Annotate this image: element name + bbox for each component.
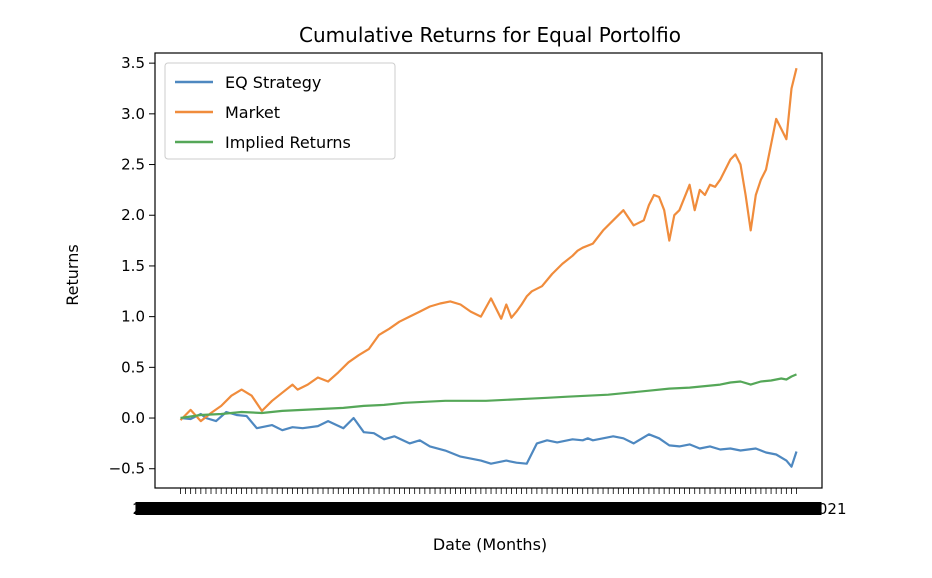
y-tick-label: 3.5 (121, 54, 145, 72)
y-tick-label: 1.5 (121, 257, 145, 275)
legend-label: Market (225, 103, 280, 122)
y-tick-label: 3.0 (121, 105, 145, 123)
x-tick-label-last: 2021 (808, 500, 846, 518)
plot-area: −0.5 0.0 0.5 1.0 1.5 2.0 2.5 3.0 3.5 2009 2021 EQ S… (109, 52, 847, 518)
x-axis-title: Date (Months) (433, 535, 547, 554)
chart-title: Cumulative Returns for Equal Portolfio (299, 23, 681, 47)
y-tick-label: 0.0 (121, 409, 145, 427)
series-line-eq-strategy (180, 410, 798, 468)
x-tick-label-band: 2009 2021 (132, 500, 846, 518)
legend: EQ Strategy Market Implied Returns (164, 62, 396, 160)
y-tick-label: 2.5 (121, 156, 145, 174)
series-line-implied-returns (180, 373, 797, 420)
x-tick-label-first: 2009 (132, 500, 170, 518)
y-tick-label: 1.0 (121, 308, 145, 326)
y-axis-title: Returns (63, 244, 82, 305)
y-tick-label: 2.0 (121, 206, 145, 224)
x-tick-label-overlap (135, 502, 822, 515)
legend-label: Implied Returns (225, 133, 351, 152)
y-tick-label: −0.5 (109, 460, 145, 478)
legend-label: EQ Strategy (225, 73, 321, 92)
y-tick-label: 0.5 (121, 358, 145, 376)
plot-frame (154, 52, 823, 489)
series-line-market (179, 67, 798, 423)
legend-box (164, 62, 396, 160)
